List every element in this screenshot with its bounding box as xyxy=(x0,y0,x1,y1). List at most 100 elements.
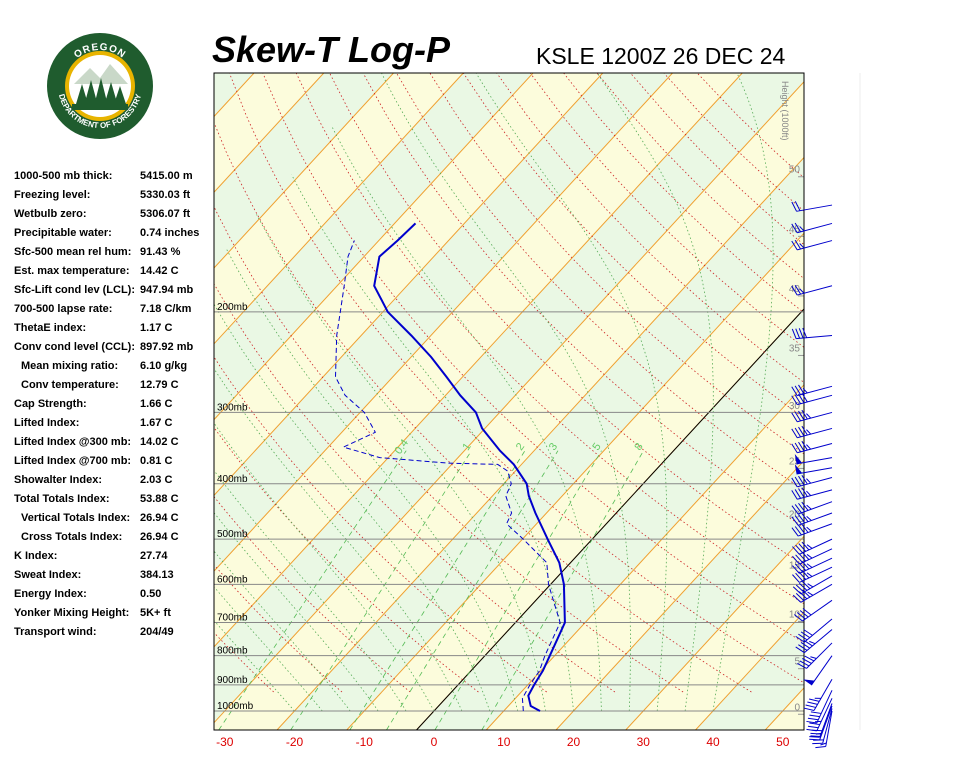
dry-adiabat xyxy=(214,564,343,693)
wind-barb xyxy=(791,201,833,212)
wind-barb xyxy=(791,327,833,340)
index-value: 1.66 C xyxy=(140,398,173,410)
isotherm xyxy=(625,535,804,730)
wind-barbs xyxy=(791,201,833,749)
index-row: Wetbulb zero: 5306.07 ft xyxy=(14,205,210,224)
dry-adiabat xyxy=(214,426,479,693)
index-row: Lifted Index @700 mb: 0.81 C xyxy=(14,452,210,471)
isotherm xyxy=(214,73,394,269)
isotherm xyxy=(276,156,804,730)
mixing-ratio-label: 3 xyxy=(547,441,560,453)
wind-barb xyxy=(791,501,833,515)
temperature-profile xyxy=(373,222,566,712)
height-tick-label: 45 xyxy=(789,224,801,235)
index-value: 26.94 C xyxy=(140,512,179,524)
index-label: Sweat Index: xyxy=(14,569,82,581)
index-value: 14.02 C xyxy=(140,436,179,448)
index-value: 5306.07 ft xyxy=(140,208,191,220)
logo-mountain-icon xyxy=(74,64,128,84)
dry-adiabat xyxy=(362,73,804,528)
isobar-label: 500mb xyxy=(217,529,248,540)
wind-barb xyxy=(795,618,833,643)
dry-adiabat xyxy=(262,73,804,644)
index-row: Showalter Index: 2.03 C xyxy=(14,471,210,490)
index-value: 2.03 C xyxy=(140,474,173,486)
moist-adiabat xyxy=(214,619,295,712)
temperature-tick-label: -10 xyxy=(356,735,374,749)
index-label: Conv temperature: xyxy=(21,379,119,391)
index-value: 0.74 inches xyxy=(140,227,200,239)
mixing-ratio-label: 8 xyxy=(632,441,645,453)
index-label: Lifted Index @700 mb: xyxy=(14,455,132,467)
mixing-ratio-line xyxy=(290,450,472,730)
height-tick-label: 40 xyxy=(789,284,801,295)
moist-adiabat xyxy=(214,586,323,712)
isotherm xyxy=(214,73,464,345)
index-value: 0.50 xyxy=(140,588,162,600)
index-value: 204/49 xyxy=(140,626,174,638)
wind-barb xyxy=(806,698,833,732)
isobar-label: 400mb xyxy=(217,474,248,485)
wind-barb xyxy=(803,679,833,711)
temperature-tick-label: 40 xyxy=(706,735,720,749)
temperature-band xyxy=(214,81,804,730)
index-value: 53.88 C xyxy=(140,493,179,505)
mixing-ratio-line xyxy=(349,450,526,730)
index-row: Cap Strength: 1.66 C xyxy=(14,395,210,414)
index-value: 1.67 C xyxy=(140,417,173,429)
temperature-tick-label: 10 xyxy=(497,735,511,749)
moist-adiabat xyxy=(214,422,435,712)
index-label: 700-500 lapse rate: xyxy=(14,303,113,315)
index-row: 700-500 lapse rate: 7.18 C/km xyxy=(14,300,210,319)
isotherm xyxy=(214,73,325,193)
height-tick-label: 50 xyxy=(789,165,801,176)
wind-barb xyxy=(797,642,833,669)
height-tick-label: 0 xyxy=(794,702,800,713)
isobar-label: 600mb xyxy=(217,574,248,585)
dry-adiabat xyxy=(214,356,547,693)
index-label: Conv cond level (CCL): xyxy=(14,341,136,353)
dry-adiabat xyxy=(229,73,804,684)
wind-barb xyxy=(791,512,833,526)
isotherm xyxy=(214,80,804,724)
index-row: K Index: 27.74 xyxy=(14,547,210,566)
plot-frame xyxy=(213,72,805,731)
index-label: Wetbulb zero: xyxy=(14,208,87,220)
dry-adiabat xyxy=(214,495,411,693)
height-tick-label: 30 xyxy=(789,401,801,412)
index-value: 7.18 C/km xyxy=(140,303,192,315)
wind-barb xyxy=(806,690,833,724)
moist-adiabat xyxy=(225,248,519,712)
oregon-department-of-forestry-logo: OREGON DEPARTMENT OF FORESTRY xyxy=(47,33,153,139)
station-time-label: KSLE 1200Z 26 DEC 24 xyxy=(536,43,786,69)
index-row: Conv temperature: 12.79 C xyxy=(14,376,210,395)
moist-adiabat xyxy=(381,73,631,711)
wind-barb xyxy=(815,710,833,749)
index-label: Sfc-500 mean rel hum: xyxy=(14,246,132,258)
index-value: 26.94 C xyxy=(140,531,179,543)
dewpoint-profile xyxy=(334,240,561,712)
index-value: 6.10 g/kg xyxy=(140,360,188,372)
wind-barb xyxy=(791,440,833,454)
height-tick-label: 20 xyxy=(789,509,801,520)
wind-barb xyxy=(791,474,833,488)
temperature-tick-label: 30 xyxy=(637,735,651,749)
isotherm xyxy=(214,73,673,572)
index-label: Yonker Mixing Height: xyxy=(14,607,130,619)
sounding-indices-panel: 1000-500 mb thick: 5415.00 m Freezing leve… xyxy=(14,167,210,642)
mixing-ratio-label: 5 xyxy=(590,441,603,453)
temperature-tick-label: 20 xyxy=(567,735,581,749)
height-tick-label: 35 xyxy=(789,343,801,354)
index-row: Energy Index: 0.50 xyxy=(14,585,210,604)
temperature-tick-label: -20 xyxy=(286,735,304,749)
index-row: Transport wind: 204/49 xyxy=(14,623,210,642)
dry-adiabat xyxy=(329,73,804,566)
moist-adiabat xyxy=(214,469,407,712)
temperature-tick-label: 0 xyxy=(431,735,438,749)
index-row: Yonker Mixing Height: 5K+ ft xyxy=(14,604,210,623)
index-value: 897.92 mb xyxy=(140,341,194,353)
index-value: 384.13 xyxy=(140,569,174,581)
index-label: Cap Strength: xyxy=(14,398,87,410)
index-label: Lifted Index: xyxy=(14,417,80,429)
index-label: Showalter Index: xyxy=(14,474,103,486)
